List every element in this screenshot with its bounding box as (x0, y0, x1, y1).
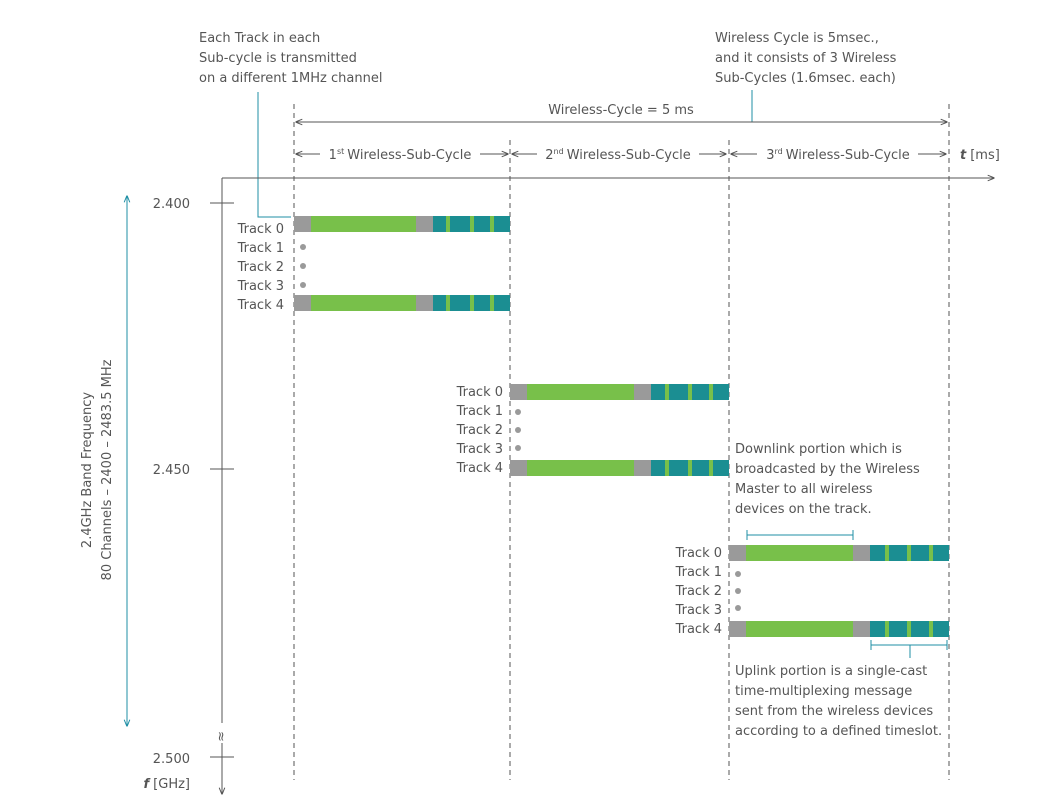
track-label: Track 2 (675, 584, 722, 599)
uplink-note-line: time-multiplexing message (735, 684, 912, 699)
axis-break-symbol: ≈ (213, 731, 228, 742)
track-label: Track 3 (237, 279, 284, 294)
track-label: Track 4 (456, 461, 503, 476)
track-label: Track 4 (675, 622, 722, 637)
track-label: Track 1 (237, 241, 284, 256)
ellipsis-dot (515, 427, 521, 433)
ellipsis-dot (735, 605, 741, 611)
ellipsis-dot (300, 282, 306, 288)
tick-label-2500: 2.500 (153, 752, 190, 767)
track-group-1: Track 0 Track 1 Track 2 Track 3 Track 4 (237, 216, 510, 313)
track-label: Track 3 (456, 442, 503, 457)
downlink-bracket (746, 530, 854, 540)
subcycle-3-label: 3rd Wireless-Sub-Cycle (766, 147, 910, 163)
band-label: 2.4GHz Band Frequency 80 Channels – 2400… (80, 359, 115, 580)
ellipsis-dot (300, 263, 306, 269)
downlink-note-line: broadcasted by the Wireless (735, 462, 920, 477)
cycle-note-line: Sub-Cycles (1.6msec. each) (715, 71, 896, 86)
uplink-note-line: Uplink portion is a single-cast (735, 664, 927, 679)
track-label: Track 3 (675, 603, 722, 618)
ellipsis-dot (515, 445, 521, 451)
band-label-line: 80 Channels – 2400 – 2483.5 MHz (100, 359, 115, 580)
track-label: Track 1 (675, 565, 722, 580)
ellipsis-dot (735, 588, 741, 594)
track-bar-top (294, 216, 510, 232)
cycle-label: Wireless-Cycle = 5 ms (548, 103, 694, 118)
tick-label-2400: 2.400 (153, 197, 190, 212)
track-label: Track 0 (675, 546, 722, 561)
downlink-note: Downlink portion which is broadcasted by… (735, 442, 920, 517)
downlink-note-line: Master to all wireless (735, 482, 873, 497)
track-note-line: Sub-cycle is transmitted (199, 51, 357, 66)
cycle-note-line: Wireless Cycle is 5msec., (715, 31, 879, 46)
downlink-note-line: devices on the track. (735, 502, 872, 517)
uplink-note-line: according to a defined timeslot. (735, 724, 942, 739)
track-note: Each Track in each Sub-cycle is transmit… (199, 31, 382, 86)
track-label: Track 0 (237, 222, 284, 237)
track-label: Track 2 (237, 260, 284, 275)
track-note-leader (257, 92, 291, 218)
cycle-note: Wireless Cycle is 5msec., and it consist… (715, 31, 897, 86)
frequency-axis-label: f [GHz] (144, 777, 190, 792)
uplink-bracket (870, 640, 948, 658)
track-note-line: on a different 1MHz channel (199, 71, 382, 86)
band-label-line: 2.4GHz Band Frequency (80, 392, 95, 548)
ellipsis-dot (515, 409, 521, 415)
uplink-note-line: sent from the wireless devices (735, 704, 933, 719)
track-label: Track 2 (456, 423, 503, 438)
subcycle-2-label: 2nd Wireless-Sub-Cycle (545, 147, 690, 163)
track-bar-bottom (294, 295, 510, 311)
time-axis-label: t [ms] (960, 148, 1000, 163)
track-group-3: Track 0 Track 1 Track 2 Track 3 Track 4 (675, 545, 949, 637)
track-label: Track 0 (456, 385, 503, 400)
ellipsis-dot (735, 571, 741, 577)
track-note-line: Each Track in each (199, 31, 320, 46)
track-bar-bottom (729, 621, 949, 637)
track-bar-bottom (510, 460, 729, 476)
track-group-2: Track 0 Track 1 Track 2 Track 3 Track 4 (456, 384, 729, 476)
downlink-note-line: Downlink portion which is (735, 442, 902, 457)
cycle-note-line: and it consists of 3 Wireless (715, 51, 897, 66)
subcycle-1-label: 1st Wireless-Sub-Cycle (329, 147, 472, 163)
track-bar-top (729, 545, 949, 561)
track-label: Track 1 (456, 404, 503, 419)
tick-label-2450: 2.450 (153, 463, 190, 478)
ellipsis-dot (300, 244, 306, 250)
uplink-note: Uplink portion is a single-cast time-mul… (735, 664, 942, 739)
track-label: Track 4 (237, 298, 284, 313)
track-bar-top (510, 384, 729, 400)
